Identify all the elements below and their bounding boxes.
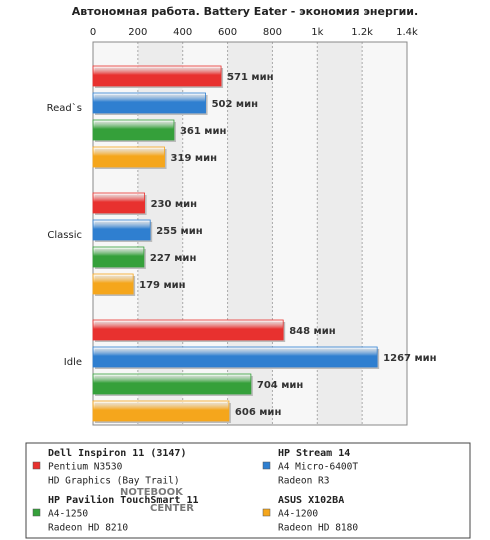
value-label: 502 мин <box>212 99 259 110</box>
legend-detail: A4-1200 <box>278 509 318 520</box>
legend-box <box>25 442 471 539</box>
x-tick-label: 1.4k <box>396 27 418 38</box>
x-tick-label: 1k <box>311 27 323 38</box>
bar <box>92 373 252 395</box>
x-tick-label: 200 <box>128 27 147 38</box>
y-tick-label: Read`s <box>47 102 82 114</box>
legend-label: ASUS X102BA <box>278 495 344 506</box>
watermark: CENTER <box>150 503 194 514</box>
value-label: 848 мин <box>289 326 336 337</box>
legend-swatch <box>32 508 41 517</box>
bar <box>92 400 230 422</box>
value-label: 319 мин <box>171 153 218 164</box>
x-tick-label: 0 <box>90 27 96 38</box>
legend-detail: Radeon R3 <box>278 476 329 487</box>
bar <box>92 146 165 168</box>
legend-detail: Radeon HD 8210 <box>48 523 128 534</box>
y-tick-label: Classic <box>47 230 82 241</box>
x-tick-label: 1.2k <box>351 27 373 38</box>
watermark: NOTEBOOK <box>120 487 184 498</box>
bar <box>92 119 175 141</box>
legend-swatch <box>32 461 41 470</box>
x-tick-label: 800 <box>263 27 282 38</box>
legend-swatch <box>262 461 271 470</box>
legend-label: HP Stream 14 <box>278 448 350 459</box>
x-tick-label: 600 <box>218 27 237 38</box>
value-label: 230 мин <box>151 199 198 210</box>
legend-label: HP Pavilion TouchSmart 11 <box>48 494 199 506</box>
bar <box>92 346 378 368</box>
legend-detail: HD Graphics (Bay Trail) <box>48 476 180 487</box>
x-tick-label: 400 <box>173 27 192 38</box>
legend-detail: A4-1250 <box>48 509 88 520</box>
y-tick-label: Idle <box>64 357 82 368</box>
value-label: 1267 мин <box>383 353 436 364</box>
bar <box>92 92 206 114</box>
value-label: 606 мин <box>235 407 282 418</box>
value-label: 255 мин <box>156 226 203 237</box>
bar <box>92 219 151 241</box>
bar <box>92 192 145 214</box>
bar <box>92 246 145 268</box>
legend-swatch <box>262 508 271 517</box>
chart-title: Автономная работа. Battery Eater - эконо… <box>72 5 418 18</box>
value-label: 179 мин <box>139 280 186 291</box>
value-label: 571 мин <box>227 72 274 83</box>
legend-label: Dell Inspiron 11 (3147) <box>48 447 186 459</box>
bar <box>92 273 134 295</box>
bar <box>92 319 284 341</box>
value-label: 704 мин <box>257 380 304 391</box>
value-label: 227 мин <box>150 253 197 264</box>
value-label: 361 мин <box>180 126 227 137</box>
bar <box>92 65 222 87</box>
legend-detail: Radeon HD 8180 <box>278 523 358 534</box>
legend-detail: A4 Micro-6400T <box>278 462 358 473</box>
legend-detail: Pentium N3530 <box>48 462 123 473</box>
